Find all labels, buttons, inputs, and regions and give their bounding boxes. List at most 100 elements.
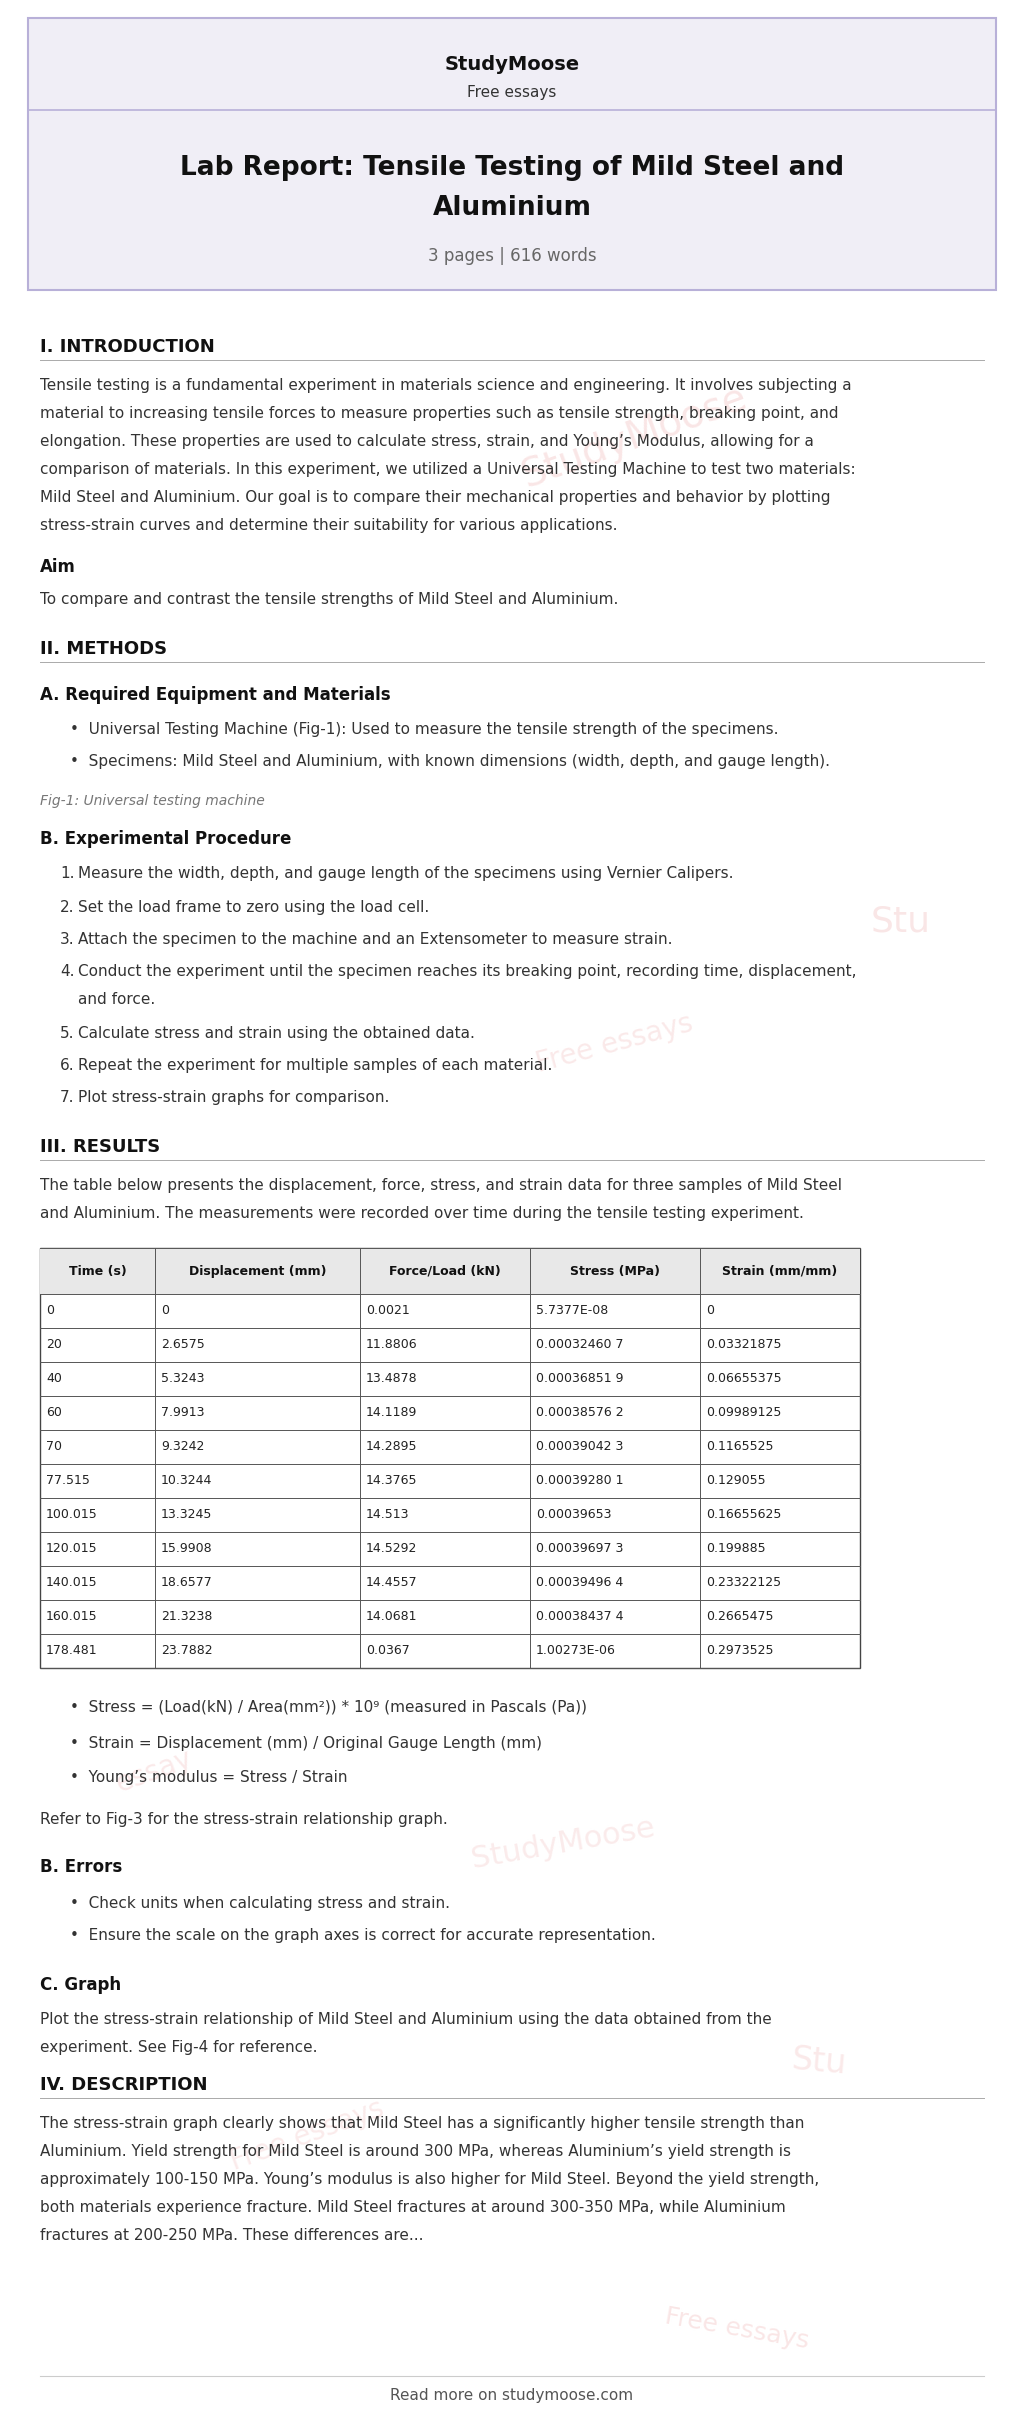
Text: 1.: 1.	[60, 866, 75, 881]
Text: 23.7882: 23.7882	[161, 1645, 213, 1657]
Text: I. INTRODUCTION: I. INTRODUCTION	[40, 337, 215, 357]
Text: Aluminium: Aluminium	[432, 194, 592, 221]
Text: StudyMoose: StudyMoose	[157, 1276, 355, 1393]
Text: 0.00038437 4: 0.00038437 4	[536, 1611, 624, 1623]
Text: 3 pages | 616 words: 3 pages | 616 words	[428, 247, 596, 264]
Text: Fig-1: Universal testing machine: Fig-1: Universal testing machine	[40, 793, 265, 808]
Text: Calculate stress and strain using the obtained data.: Calculate stress and strain using the ob…	[78, 1026, 475, 1041]
Text: 7.9913: 7.9913	[161, 1407, 205, 1419]
Text: Free essays: Free essays	[226, 2094, 388, 2176]
Text: 0.00038576 2: 0.00038576 2	[536, 1407, 624, 1419]
Text: Stress (MPa): Stress (MPa)	[570, 1264, 660, 1279]
Text: 4.: 4.	[60, 963, 75, 980]
Text: 9.3242: 9.3242	[161, 1441, 205, 1453]
Text: 14.5292: 14.5292	[366, 1543, 418, 1555]
Text: 0.00039042 3: 0.00039042 3	[536, 1441, 624, 1453]
Text: C. Graph: C. Graph	[40, 1977, 121, 1994]
Text: 140.015: 140.015	[46, 1577, 97, 1589]
Text: 5.7377E-08: 5.7377E-08	[536, 1305, 608, 1317]
Text: 2.: 2.	[60, 900, 75, 915]
Text: 0: 0	[161, 1305, 169, 1317]
Text: StudyMoose: StudyMoose	[469, 1812, 657, 1875]
Text: essay: essay	[112, 1744, 196, 1798]
Text: Plot the stress-strain relationship of Mild Steel and Aluminium using the data o: Plot the stress-strain relationship of M…	[40, 2011, 772, 2028]
Text: 7.: 7.	[60, 1089, 75, 1104]
Text: 0.2973525: 0.2973525	[706, 1645, 773, 1657]
Text: Stu: Stu	[791, 2043, 848, 2082]
Text: 5.3243: 5.3243	[161, 1373, 205, 1385]
Text: 14.0681: 14.0681	[366, 1611, 418, 1623]
Text: 77.515: 77.515	[46, 1475, 90, 1487]
Text: B. Errors: B. Errors	[40, 1858, 122, 1875]
Text: 11.8806: 11.8806	[366, 1339, 418, 1351]
Text: Read more on studymoose.com: Read more on studymoose.com	[390, 2387, 634, 2404]
Text: 0.09989125: 0.09989125	[706, 1407, 781, 1419]
Text: 14.513: 14.513	[366, 1509, 410, 1521]
Text: experiment. See Fig-4 for reference.: experiment. See Fig-4 for reference.	[40, 2040, 317, 2055]
Text: Lab Report: Tensile Testing of Mild Steel and: Lab Report: Tensile Testing of Mild Stee…	[180, 155, 844, 182]
Text: 0: 0	[46, 1305, 54, 1317]
Text: •  Universal Testing Machine (Fig-1): Used to measure the tensile strength of th: • Universal Testing Machine (Fig-1): Use…	[70, 723, 778, 738]
Text: •  Stress = (Load(kN) / Area(mm²)) * 10⁹ (measured in Pascals (Pa)): • Stress = (Load(kN) / Area(mm²)) * 10⁹ …	[70, 1701, 587, 1715]
Bar	[40, 1247, 860, 1669]
Text: •  Check units when calculating stress and strain.: • Check units when calculating stress an…	[70, 1897, 450, 1912]
Text: 0.00036851 9: 0.00036851 9	[536, 1373, 624, 1385]
Text: Stu: Stu	[871, 905, 931, 939]
Text: StudyMoose: StudyMoose	[444, 56, 580, 75]
Text: 0.16655625: 0.16655625	[706, 1509, 781, 1521]
Text: Free essays: Free essays	[532, 1009, 696, 1077]
Text: 0: 0	[706, 1305, 714, 1317]
Text: 0.129055: 0.129055	[706, 1475, 766, 1487]
Text: Repeat the experiment for multiple samples of each material.: Repeat the experiment for multiple sampl…	[78, 1058, 552, 1072]
Text: 160.015: 160.015	[46, 1611, 97, 1623]
Text: Tensile testing is a fundamental experiment in materials science and engineering: Tensile testing is a fundamental experim…	[40, 378, 852, 393]
Text: Attach the specimen to the machine and an Extensometer to measure strain.: Attach the specimen to the machine and a…	[78, 932, 673, 946]
Text: fractures at 200-250 MPa. These differences are...: fractures at 200-250 MPa. These differen…	[40, 2227, 424, 2244]
Text: 120.015: 120.015	[46, 1543, 97, 1555]
Text: •  Young’s modulus = Stress / Strain: • Young’s modulus = Stress / Strain	[70, 1771, 347, 1786]
Text: 15.9908: 15.9908	[161, 1543, 213, 1555]
Text: Aim: Aim	[40, 558, 76, 575]
Text: A. Required Equipment and Materials: A. Required Equipment and Materials	[40, 687, 390, 704]
Text: 13.3245: 13.3245	[161, 1509, 212, 1521]
Text: B. Experimental Procedure: B. Experimental Procedure	[40, 830, 292, 849]
Text: stress-strain curves and determine their suitability for various applications.: stress-strain curves and determine their…	[40, 519, 617, 534]
Text: Conduct the experiment until the specimen reaches its breaking point, recording : Conduct the experiment until the specime…	[78, 963, 856, 980]
Text: elongation. These properties are used to calculate stress, strain, and Young’s M: elongation. These properties are used to…	[40, 434, 814, 449]
Text: Aluminium. Yield strength for Mild Steel is around 300 MPa, whereas Aluminium’s : Aluminium. Yield strength for Mild Steel…	[40, 2145, 791, 2159]
Text: 1.00273E-06: 1.00273E-06	[536, 1645, 615, 1657]
Text: •  Strain = Displacement (mm) / Original Gauge Length (mm): • Strain = Displacement (mm) / Original …	[70, 1737, 542, 1752]
Text: 0.06655375: 0.06655375	[706, 1373, 781, 1385]
Text: and force.: and force.	[78, 992, 156, 1007]
Text: 14.4557: 14.4557	[366, 1577, 418, 1589]
Text: A. Equations and Calculations: A. Equations and Calculations	[40, 1618, 318, 1635]
Text: 3.: 3.	[60, 932, 75, 946]
Text: Strain (mm/mm): Strain (mm/mm)	[722, 1264, 838, 1279]
Text: 0.2665475: 0.2665475	[706, 1611, 773, 1623]
Text: 60: 60	[46, 1407, 61, 1419]
Text: Time (s): Time (s)	[69, 1264, 126, 1279]
Text: StudyMoose: StudyMoose	[517, 378, 753, 495]
Text: 0.00039653: 0.00039653	[536, 1509, 611, 1521]
Text: 0.0021: 0.0021	[366, 1305, 410, 1317]
Text: 0.00039496 4: 0.00039496 4	[536, 1577, 624, 1589]
Text: To compare and contrast the tensile strengths of Mild Steel and Aluminium.: To compare and contrast the tensile stre…	[40, 592, 618, 606]
Text: IV. DESCRIPTION: IV. DESCRIPTION	[40, 2077, 208, 2094]
Text: 0.03321875: 0.03321875	[706, 1339, 781, 1351]
Text: Set the load frame to zero using the load cell.: Set the load frame to zero using the loa…	[78, 900, 429, 915]
Text: 0.00032460 7: 0.00032460 7	[536, 1339, 624, 1351]
Text: 10.3244: 10.3244	[161, 1475, 212, 1487]
Text: essay: essay	[753, 1596, 845, 1655]
Text: 0.199885: 0.199885	[706, 1543, 766, 1555]
Text: Free essays: Free essays	[664, 2305, 811, 2353]
Text: 14.1189: 14.1189	[366, 1407, 418, 1419]
Text: 100.015: 100.015	[46, 1509, 97, 1521]
Text: •  Specimens: Mild Steel and Aluminium, with known dimensions (width, depth, and: • Specimens: Mild Steel and Aluminium, w…	[70, 754, 830, 769]
Text: 14.2895: 14.2895	[366, 1441, 418, 1453]
Text: 14.3765: 14.3765	[366, 1475, 418, 1487]
Text: material to increasing tensile forces to measure properties such as tensile stre: material to increasing tensile forces to…	[40, 405, 839, 422]
Text: We can calculate stress and strain using the following formulas:: We can calculate stress and strain using…	[40, 1655, 529, 1669]
Text: II. METHODS: II. METHODS	[40, 640, 167, 657]
Text: and Aluminium. The measurements were recorded over time during the tensile testi: and Aluminium. The measurements were rec…	[40, 1206, 804, 1220]
Text: Measure the width, depth, and gauge length of the specimens using Vernier Calipe: Measure the width, depth, and gauge leng…	[78, 866, 733, 881]
